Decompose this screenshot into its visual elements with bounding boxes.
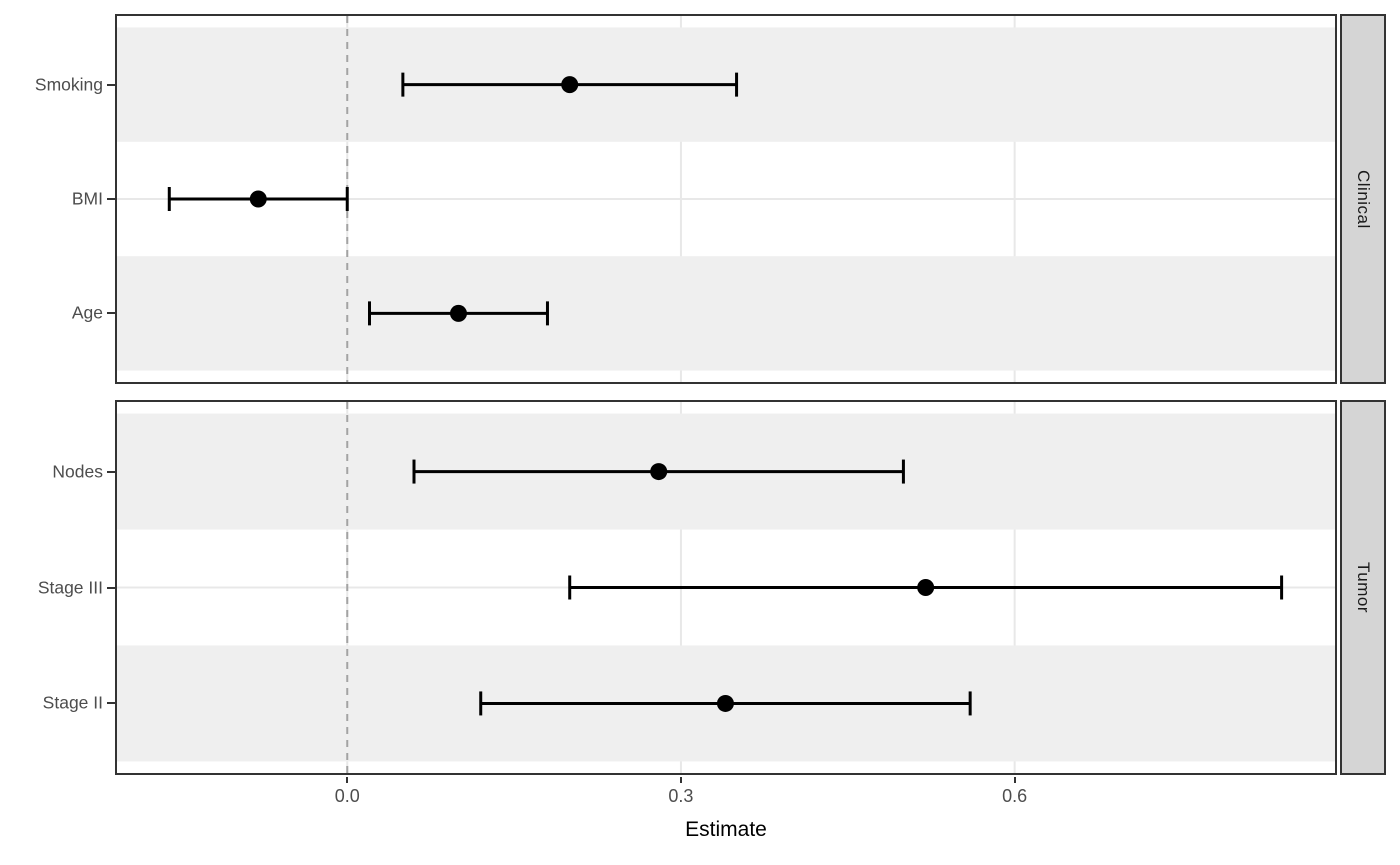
y-axis-tick: [107, 586, 115, 589]
x-axis-title: Estimate: [685, 818, 767, 841]
category-label: Stage II: [42, 692, 103, 713]
y-axis-tick: [107, 83, 115, 86]
category-label: BMI: [71, 188, 103, 209]
pointrange-nodes: [412, 459, 905, 484]
facet-panel-clinical: [115, 14, 1337, 384]
facet-strip-clinical: Clinical: [1340, 14, 1386, 384]
pointrange-age: [367, 301, 549, 326]
estimate-point: [917, 579, 935, 596]
category-label: Smoking: [34, 74, 103, 95]
x-axis-tick-label: 0.3: [668, 786, 694, 806]
category-label: Age: [71, 302, 103, 323]
panel-canvas: [117, 402, 1335, 773]
pointrange-stage-ii: [479, 691, 972, 716]
y-axis-tick: [107, 702, 115, 705]
estimate-point: [716, 694, 734, 712]
panel-canvas: [117, 16, 1335, 382]
x-axis-tick-label: 0.6: [1002, 786, 1028, 806]
estimate-point: [650, 463, 668, 481]
x-axis-tick-label: 0.0: [334, 786, 360, 806]
y-axis-tick: [107, 312, 115, 315]
facet-strip-tumor: Tumor: [1340, 400, 1386, 775]
x-axis-tick: [346, 777, 349, 783]
facet-panel-tumor: [115, 400, 1337, 775]
pointrange-stage-iii: [568, 575, 1284, 600]
facet-strip-label: Clinical: [1354, 169, 1373, 229]
y-axis-tick: [107, 198, 115, 200]
pointrange-bmi: [167, 187, 349, 211]
estimate-point: [249, 190, 267, 208]
pointrange-smoking: [401, 72, 739, 97]
category-label: Stage III: [37, 577, 103, 597]
estimate-point: [449, 304, 467, 322]
estimate-point: [561, 76, 579, 94]
category-label: Nodes: [52, 461, 103, 482]
y-axis-tick: [107, 470, 115, 473]
facet-strip-label: Tumor: [1354, 562, 1373, 613]
x-axis-tick: [679, 777, 682, 783]
stripe-band: [117, 256, 1335, 371]
x-axis-tick: [1013, 777, 1016, 783]
